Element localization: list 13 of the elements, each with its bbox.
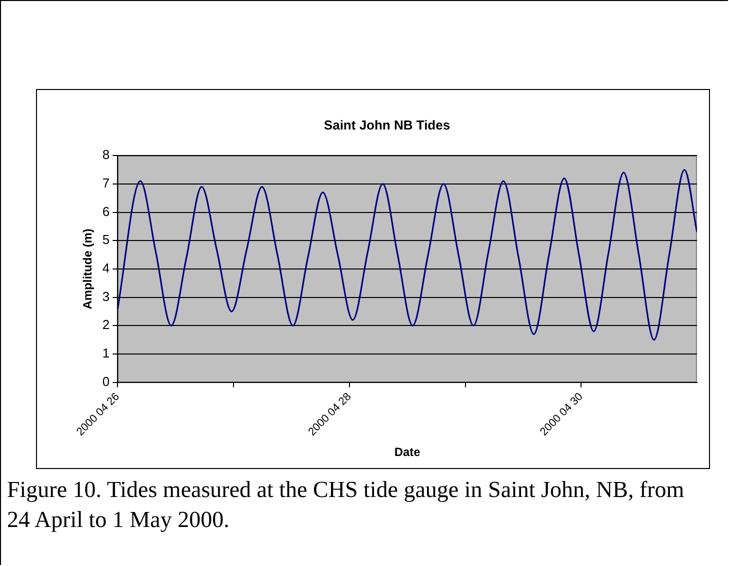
y-tick-label: 8 — [102, 147, 110, 162]
y-tick-label: 6 — [102, 204, 110, 219]
caption: Figure 10. Tides measured at the CHS tide gauge in Saint John, NB, from 24 April to 1 May 2000. — [7, 476, 686, 534]
y-axis-title: Amplitude (m) — [80, 228, 95, 310]
y-tick-label: 2 — [102, 317, 110, 332]
y-tick-label: 4 — [102, 260, 110, 276]
x-axis-title: Date — [394, 445, 421, 460]
y-tick-label: 1 — [102, 346, 110, 361]
y-tick-label: 0 — [102, 374, 110, 389]
y-tick-label: 7 — [102, 176, 110, 191]
chart-title: Saint John NB Tides — [324, 117, 450, 132]
y-tick-label: 3 — [102, 288, 110, 304]
y-tick-label: 5 — [102, 232, 110, 248]
